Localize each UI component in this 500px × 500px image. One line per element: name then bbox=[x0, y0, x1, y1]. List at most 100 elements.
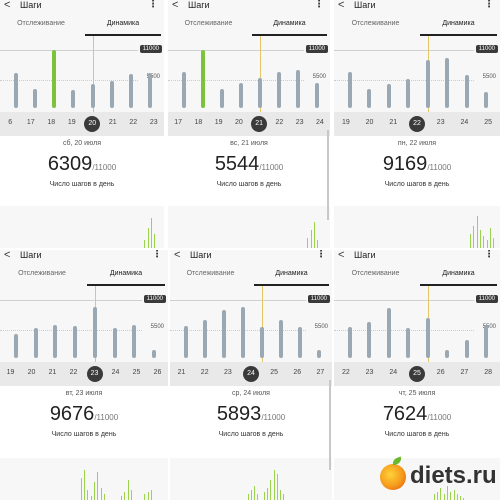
chart-bar[interactable] bbox=[13, 73, 18, 108]
day-label[interactable]: 21 bbox=[108, 119, 117, 126]
chart-bar[interactable] bbox=[112, 328, 117, 358]
chart-bar[interactable] bbox=[32, 88, 37, 108]
more-options-icon[interactable]: ⋮ bbox=[484, 0, 494, 10]
tab-tracking[interactable]: Отслеживание bbox=[351, 270, 400, 277]
day-label[interactable]: 18 bbox=[47, 119, 56, 126]
day-label[interactable]: 19 bbox=[6, 369, 15, 376]
selected-day[interactable]: 20 bbox=[84, 116, 101, 132]
day-label[interactable]: 24 bbox=[460, 119, 469, 126]
day-label[interactable]: 26 bbox=[153, 369, 162, 376]
chart-bar[interactable] bbox=[52, 50, 57, 108]
back-arrow-icon[interactable]: < bbox=[172, 0, 179, 11]
more-options-icon[interactable]: ⋮ bbox=[314, 0, 324, 10]
chart-bar[interactable] bbox=[484, 324, 489, 358]
selected-day[interactable]: 21 bbox=[251, 116, 268, 132]
chart-bar[interactable] bbox=[219, 89, 224, 108]
day-label[interactable]: 25 bbox=[270, 369, 279, 376]
chart-bar[interactable] bbox=[132, 324, 137, 358]
tab-tracking[interactable]: Отслеживание bbox=[18, 270, 66, 277]
chart-bar[interactable] bbox=[183, 325, 188, 358]
day-label[interactable]: 26 bbox=[436, 369, 445, 376]
chart-bar[interactable] bbox=[90, 84, 95, 108]
back-arrow-icon[interactable]: < bbox=[4, 0, 11, 11]
day-label[interactable]: 25 bbox=[484, 119, 493, 126]
day-label[interactable]: 19 bbox=[67, 119, 76, 126]
day-label[interactable]: 24 bbox=[315, 119, 324, 126]
chart-bar[interactable] bbox=[276, 71, 281, 108]
day-label[interactable]: 27 bbox=[460, 369, 469, 376]
tab-tracking[interactable]: Отслеживание bbox=[186, 270, 235, 277]
day-label[interactable]: 22 bbox=[275, 119, 284, 126]
chart-bar[interactable] bbox=[406, 327, 411, 358]
day-label[interactable]: 19 bbox=[341, 119, 350, 126]
more-options-icon[interactable]: ⋮ bbox=[148, 0, 158, 10]
day-label[interactable]: 22 bbox=[200, 369, 209, 376]
tab-dynamics[interactable]: Динамика bbox=[442, 20, 475, 27]
chart-bar[interactable] bbox=[71, 90, 76, 108]
more-options-icon[interactable]: ⋮ bbox=[152, 250, 162, 260]
chart-bar[interactable] bbox=[386, 83, 391, 108]
day-label[interactable]: 23 bbox=[436, 119, 445, 126]
day-label[interactable]: 24 bbox=[389, 369, 398, 376]
chart-bar[interactable] bbox=[152, 349, 157, 358]
chart-bar[interactable] bbox=[367, 321, 372, 358]
more-options-icon[interactable]: ⋮ bbox=[316, 250, 326, 260]
selected-day[interactable]: 23 bbox=[86, 366, 103, 382]
day-label[interactable]: 20 bbox=[27, 369, 36, 376]
chart-bar[interactable] bbox=[129, 74, 134, 108]
chart-bar[interactable] bbox=[13, 334, 18, 358]
day-label[interactable]: 22 bbox=[341, 369, 350, 376]
tab-dynamics[interactable]: Динамика bbox=[273, 20, 306, 27]
day-label[interactable]: 26 bbox=[293, 369, 302, 376]
chart-bar[interactable] bbox=[347, 72, 352, 108]
day-label[interactable]: 22 bbox=[129, 119, 138, 126]
chart-bar[interactable] bbox=[367, 89, 372, 108]
chart-bar[interactable] bbox=[238, 83, 243, 108]
day-label[interactable]: 25 bbox=[132, 369, 141, 376]
scrollbar[interactable] bbox=[329, 380, 331, 470]
chart-bar[interactable] bbox=[316, 349, 321, 358]
chart-bar[interactable] bbox=[257, 78, 262, 108]
chart-bar[interactable] bbox=[464, 75, 469, 108]
day-label[interactable]: 24 bbox=[111, 369, 120, 376]
chart-bar[interactable] bbox=[295, 69, 300, 108]
back-arrow-icon[interactable]: < bbox=[338, 0, 345, 11]
day-label[interactable]: 18 bbox=[194, 119, 203, 126]
chart-bar[interactable] bbox=[445, 57, 450, 108]
chart-bar[interactable] bbox=[425, 60, 430, 108]
day-label[interactable]: 20 bbox=[365, 119, 374, 126]
selected-day[interactable]: 22 bbox=[409, 116, 425, 132]
day-label[interactable]: 23 bbox=[223, 369, 232, 376]
chart-bar[interactable] bbox=[202, 320, 207, 358]
back-arrow-icon[interactable]: < bbox=[174, 250, 181, 261]
chart-bar[interactable] bbox=[53, 324, 58, 358]
day-label[interactable]: 17 bbox=[26, 119, 35, 126]
chart-bar[interactable] bbox=[347, 327, 352, 358]
selected-day[interactable]: 25 bbox=[409, 366, 425, 382]
chart-bar[interactable] bbox=[259, 326, 264, 358]
chart-bar[interactable] bbox=[484, 92, 489, 108]
selected-day[interactable]: 24 bbox=[243, 366, 259, 382]
chart-bar[interactable] bbox=[73, 326, 78, 358]
day-label[interactable]: 23 bbox=[295, 119, 304, 126]
chart-bar[interactable] bbox=[425, 317, 430, 358]
day-label[interactable]: 23 bbox=[365, 369, 374, 376]
chart-bar[interactable] bbox=[445, 349, 450, 358]
back-arrow-icon[interactable]: < bbox=[338, 250, 345, 261]
chart-bar[interactable] bbox=[386, 307, 391, 358]
scrollbar[interactable] bbox=[327, 130, 329, 220]
tab-dynamics[interactable]: Динамика bbox=[106, 20, 140, 27]
chart-bar[interactable] bbox=[278, 319, 283, 358]
chart-bar[interactable] bbox=[221, 309, 226, 358]
day-label[interactable]: 27 bbox=[316, 369, 325, 376]
day-label[interactable]: 23 bbox=[149, 119, 158, 126]
day-label[interactable]: 21 bbox=[48, 369, 57, 376]
back-arrow-icon[interactable]: < bbox=[4, 250, 11, 261]
chart-bar[interactable] bbox=[181, 72, 186, 108]
chart-bar[interactable] bbox=[240, 307, 245, 358]
day-label[interactable]: 28 bbox=[484, 369, 493, 376]
chart-bar[interactable] bbox=[297, 327, 302, 358]
chart-bar[interactable] bbox=[33, 327, 38, 358]
tab-dynamics[interactable]: Динамика bbox=[275, 270, 308, 277]
day-label[interactable]: 6 bbox=[8, 119, 13, 126]
